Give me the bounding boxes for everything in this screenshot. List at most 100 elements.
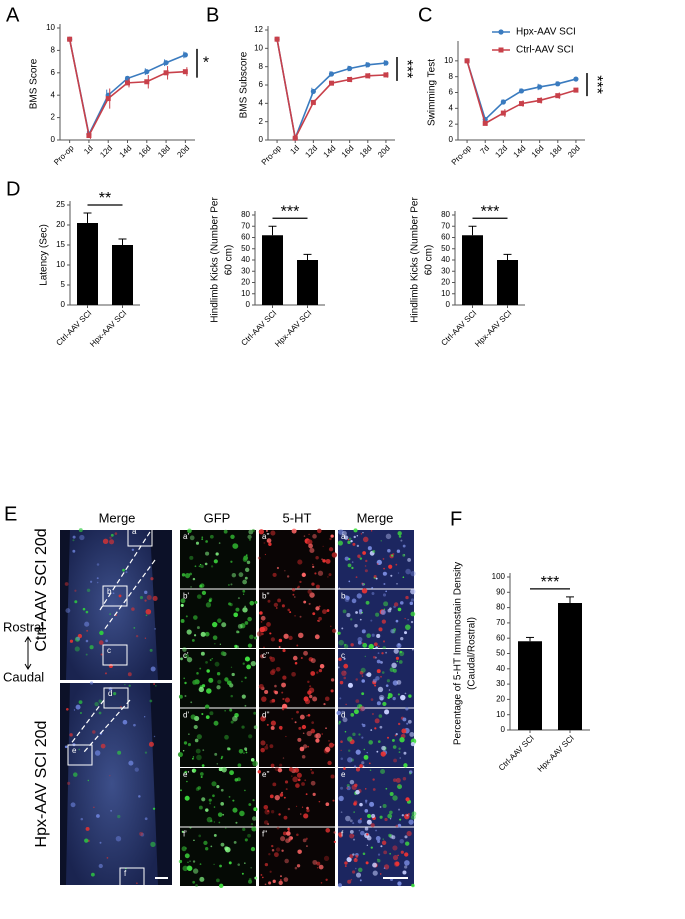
stain-speck — [341, 710, 345, 714]
stain-speck — [318, 605, 321, 608]
stain-speck — [364, 565, 367, 567]
y-tick-label: 80 — [241, 210, 250, 219]
stain-speck — [312, 696, 318, 702]
stain-speck — [65, 608, 71, 613]
stain-speck — [85, 639, 89, 643]
stain-speck — [291, 671, 296, 677]
stain-speck — [312, 565, 315, 568]
y-axis-label: Percentage of 5-HT Immunostain Density — [453, 562, 464, 745]
stain-speck — [377, 858, 379, 860]
stain-speck — [392, 855, 399, 861]
marker — [519, 101, 524, 107]
stain-speck — [244, 567, 250, 572]
stain-speck — [205, 715, 210, 720]
stain-speck — [254, 876, 258, 880]
panel-letter: D — [6, 178, 20, 200]
marker — [500, 99, 506, 105]
y-tick-label: 30 — [496, 679, 505, 688]
stain-speck — [270, 725, 275, 730]
stain-speck — [192, 756, 195, 758]
stain-speck — [67, 781, 71, 785]
stain-speck — [404, 624, 411, 630]
stain-speck — [283, 877, 289, 882]
stain-speck — [325, 727, 327, 729]
stain-speck — [304, 698, 311, 705]
stain-speck — [224, 734, 229, 740]
stain-speck — [244, 576, 248, 580]
stain-speck — [315, 732, 321, 739]
stain-speck — [184, 853, 190, 859]
stain-speck — [186, 656, 193, 663]
y-tick-label: 90 — [496, 587, 505, 596]
stain-speck — [84, 838, 89, 843]
stain-speck — [278, 646, 281, 648]
stain-speck — [340, 786, 344, 790]
stain-speck — [203, 840, 208, 846]
stain-speck — [397, 572, 400, 574]
stain-speck — [206, 816, 213, 823]
stain-speck — [327, 760, 332, 766]
stain-speck — [402, 544, 406, 548]
stain-speck — [191, 757, 194, 760]
stain-speck — [347, 563, 352, 568]
y-tick-label: 50 — [496, 649, 505, 658]
stain-speck — [363, 748, 366, 751]
micrograph-tile — [180, 768, 256, 827]
stain-speck — [237, 863, 240, 866]
stain-speck — [325, 828, 331, 833]
panel-letter: B — [206, 4, 219, 26]
stain-speck — [342, 609, 347, 614]
dashed-outline — [69, 531, 156, 753]
stain-speck — [93, 806, 95, 809]
stain-speck — [213, 833, 217, 837]
stain-speck — [234, 778, 239, 782]
stain-speck — [380, 751, 386, 757]
stain-speck — [389, 810, 393, 815]
stain-speck — [219, 643, 221, 645]
stain-speck — [113, 692, 117, 696]
bar — [518, 641, 542, 730]
stain-speck — [395, 824, 399, 828]
stain-speck — [325, 878, 328, 881]
stain-speck — [408, 694, 412, 698]
stain-speck — [139, 831, 144, 837]
y-axis-label: Latency (Sec) — [39, 224, 50, 286]
stain-speck — [385, 590, 388, 593]
y-tick-label: 30 — [241, 266, 250, 275]
stain-speck — [259, 611, 263, 615]
stain-speck — [138, 795, 141, 798]
stain-speck — [180, 598, 186, 604]
stain-speck — [344, 865, 347, 867]
stain-speck — [264, 883, 267, 886]
stain-speck — [218, 767, 223, 772]
x-tick-label: Hpx-AAV SCI — [88, 309, 128, 349]
stain-speck — [220, 842, 225, 847]
stain-speck — [337, 540, 343, 546]
stain-speck — [361, 736, 364, 739]
stain-speck — [316, 861, 321, 866]
significance: *** — [481, 203, 500, 220]
stain-speck — [89, 681, 94, 685]
stain-speck — [275, 847, 281, 852]
stain-speck — [383, 850, 388, 855]
x-tick-label: 14d — [512, 144, 528, 160]
stain-speck — [195, 884, 198, 887]
stain-speck — [205, 551, 210, 556]
stain-speck — [410, 571, 416, 577]
stain-speck — [297, 559, 303, 565]
stain-speck — [361, 675, 364, 677]
stain-speck — [153, 735, 156, 738]
stain-speck — [330, 689, 334, 693]
x-tick-label: 7d — [478, 144, 491, 157]
stain-speck — [283, 815, 288, 820]
stain-speck — [260, 621, 263, 623]
stain-speck — [404, 692, 407, 695]
stain-speck — [310, 728, 316, 734]
stain-speck — [340, 757, 344, 761]
stain-speck — [192, 868, 199, 874]
stain-speck — [274, 690, 279, 695]
stain-speck — [244, 747, 248, 751]
column-header: Merge — [357, 510, 394, 525]
stain-speck — [96, 563, 100, 566]
stain-speck — [388, 833, 392, 838]
